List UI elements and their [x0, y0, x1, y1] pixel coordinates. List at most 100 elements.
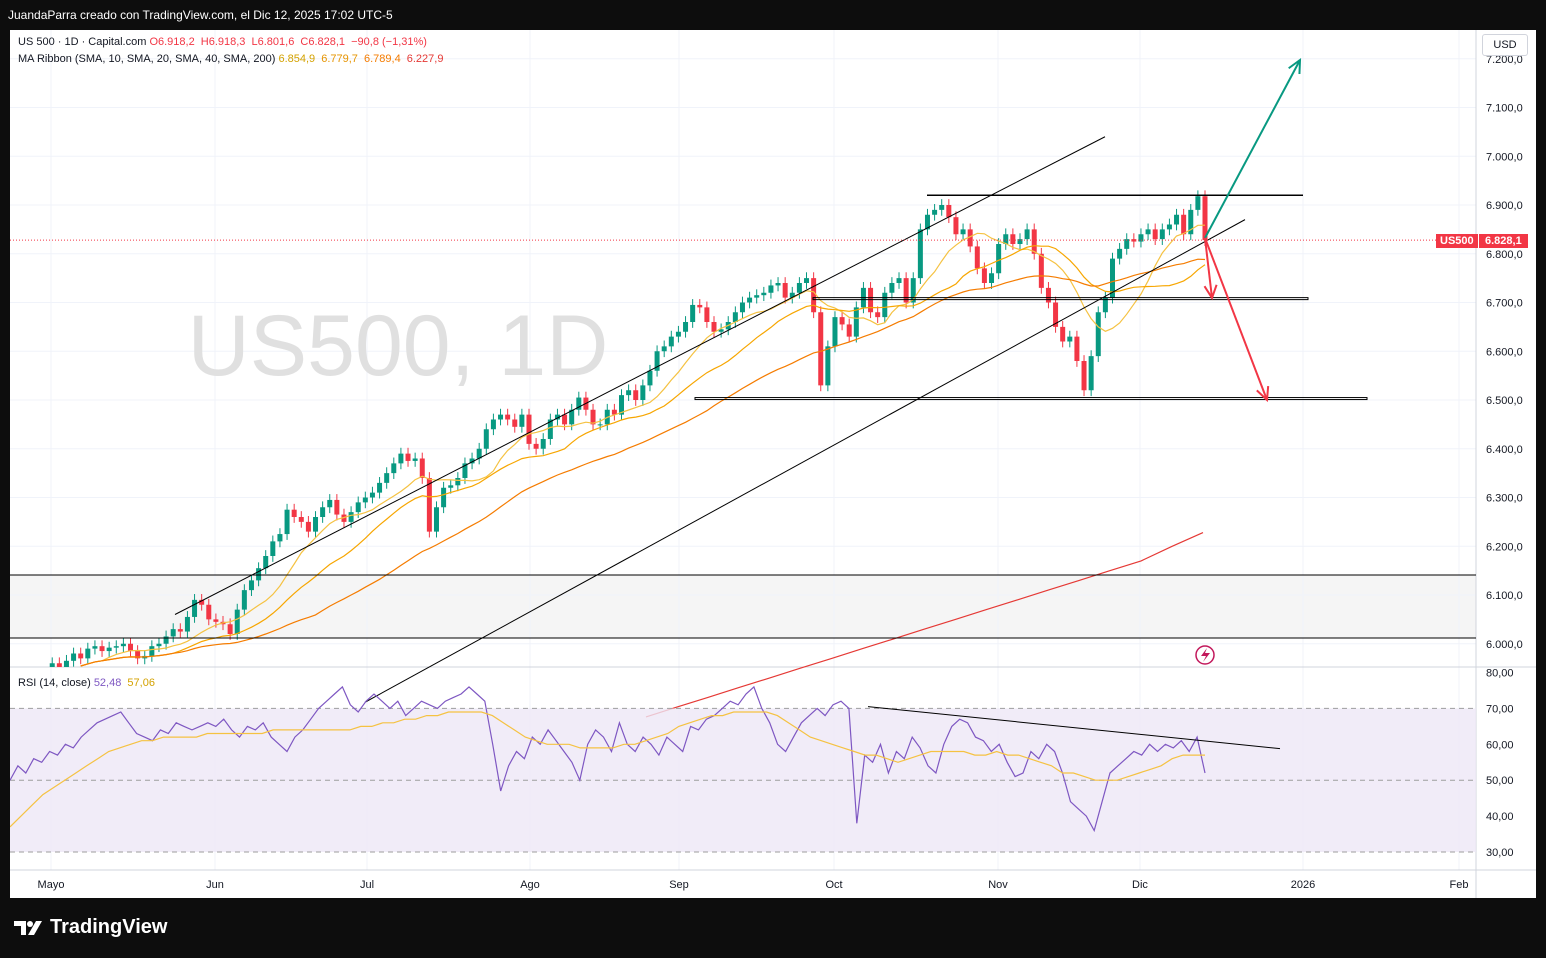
candle-body [63, 660, 69, 667]
candle-body [56, 663, 62, 667]
candle-body [853, 307, 859, 337]
price-tick-label: 6.500,0 [1486, 395, 1523, 407]
candle-body [882, 292, 888, 318]
ma10-line [80, 224, 1206, 667]
price-tick-label: 7.000,0 [1486, 151, 1523, 163]
price-tick-label: 6.300,0 [1486, 493, 1523, 505]
candle-body [789, 292, 795, 298]
candle-body [654, 351, 660, 371]
support-line-6700[interactable] [812, 297, 1309, 301]
time-tick-label: Jul [360, 879, 374, 891]
price-tick-label: 7.200,0 [1486, 54, 1523, 66]
candle-body [163, 636, 169, 644]
candle-body [711, 322, 717, 332]
time-tick-label: Dic [1132, 879, 1148, 891]
candle-body [184, 616, 190, 632]
candle-body [697, 304, 703, 308]
symbol-label[interactable]: US 500 · 1D · Capital.com [18, 36, 147, 48]
candle-body [426, 478, 432, 532]
candle-body [263, 556, 269, 569]
candle-body [554, 414, 560, 420]
candle-body [1152, 229, 1158, 240]
candle-body [562, 414, 568, 425]
candle-body [149, 646, 155, 656]
support-line-6500[interactable] [694, 397, 1368, 401]
price-tick-label: 7.100,0 [1486, 103, 1523, 115]
candle-body [732, 312, 738, 322]
currency-button[interactable]: USD [1482, 34, 1528, 56]
candle-body [1053, 302, 1059, 327]
lightning-icon[interactable] [1195, 645, 1215, 665]
candle-body [377, 482, 383, 493]
candle-body [633, 390, 639, 400]
low-value: L6.801,6 [251, 36, 295, 48]
open-value: O6.918,2 [149, 36, 195, 48]
rsi-value: 52,48 [93, 677, 122, 689]
candle-body [433, 507, 439, 532]
candle-body [113, 646, 119, 648]
candle-body [1159, 229, 1165, 240]
candle-body [747, 297, 753, 303]
candle-body [355, 502, 361, 513]
chart-svg[interactable]: 7.200,0 7.100,0 7.000,0 6.900,0 6.800,0 6.700… [9, 30, 1536, 898]
rsi-tick-label: 70,00 [1486, 703, 1514, 715]
price-tag-value: 6.828,1 [1479, 234, 1528, 248]
candle-body [384, 473, 390, 483]
rsi-tick-label: 60,00 [1486, 739, 1514, 751]
channel-upper-line[interactable] [174, 136, 1106, 615]
arrow-up-target[interactable] [1204, 59, 1301, 239]
candle-body [213, 619, 219, 622]
candle-body [291, 509, 297, 517]
price-tick-label: 6.000,0 [1486, 639, 1523, 651]
candle-body [284, 509, 290, 535]
price-tick-label: 6.600,0 [1486, 346, 1523, 358]
ma-label[interactable]: MA Ribbon (SMA, 10, SMA, 20, SMA, 40, SM… [18, 53, 276, 65]
time-tick-label: 2026 [1291, 879, 1315, 891]
candle-body [156, 643, 162, 647]
candle-body [85, 648, 91, 659]
tradingview-footer[interactable]: TradingView [12, 916, 167, 939]
price-tick-label: 6.700,0 [1486, 298, 1523, 310]
rsi-tick-label: 40,00 [1486, 811, 1514, 823]
candle-body [1067, 336, 1073, 342]
close-value: C6.828,1 [300, 36, 346, 48]
candle-body [782, 283, 788, 298]
rsi-line [9, 685, 1206, 833]
candle-body [626, 390, 632, 396]
candle-body [1095, 312, 1101, 357]
candle-body [1024, 229, 1030, 240]
chart-frame: 7.200,0 7.100,0 7.000,0 6.900,0 6.800,0 6.700… [9, 30, 1536, 898]
candle-body [441, 487, 447, 508]
rsi-trendline[interactable] [867, 706, 1281, 750]
arrow-down-6500[interactable] [1204, 237, 1268, 401]
change-value: −90,8 (−1,31%) [351, 36, 427, 48]
candle-body [92, 646, 98, 649]
candle-body [576, 397, 582, 410]
candle-body [974, 246, 980, 269]
price-tag-symbol: US500 [1436, 234, 1478, 248]
arrow-down-6500-head [1256, 385, 1270, 403]
candle-body [839, 317, 845, 325]
gray-zone [10, 575, 1476, 638]
ma40-line [80, 258, 1206, 667]
candle-body [455, 478, 461, 486]
candle-body [917, 229, 923, 279]
price-tick-label: 6.800,0 [1486, 249, 1523, 261]
candle-body [675, 331, 681, 337]
candle-body [540, 439, 546, 449]
candle-body [1131, 239, 1137, 242]
ma-legend: MA Ribbon (SMA, 10, SMA, 20, SMA, 40, SM… [18, 53, 446, 65]
time-tick-label: Ago [520, 879, 540, 891]
arrow-down-6700[interactable] [1204, 237, 1213, 299]
candle-body [796, 283, 802, 293]
candle-body [192, 599, 198, 617]
rsi-label[interactable]: RSI (14, close) [18, 677, 91, 689]
candle-body [391, 463, 397, 474]
candle-body [369, 492, 375, 498]
candle-body [661, 346, 667, 352]
ma200-value: 6.227,9 [406, 53, 444, 65]
candle-body [405, 453, 411, 461]
candle-body [889, 283, 895, 293]
candle-body [775, 283, 781, 286]
high-value: H6.918,3 [200, 36, 246, 48]
